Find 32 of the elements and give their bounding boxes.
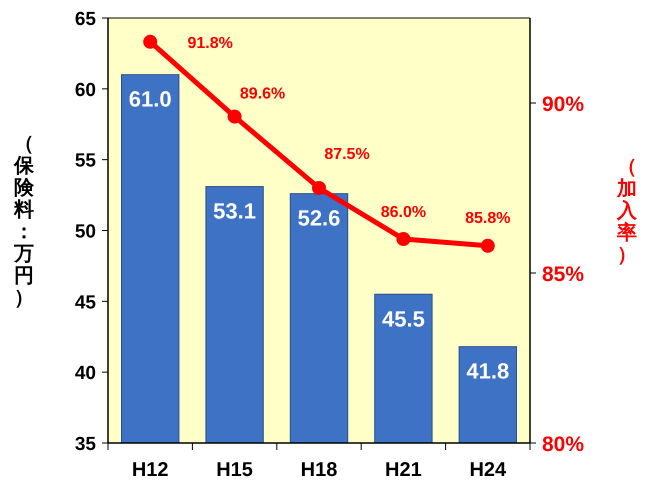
y-tick-label: 35 [74,434,96,455]
y2-tick-label: 85% [542,263,584,286]
y-tick-label: 55 [74,150,96,172]
x-tick-label: H21 [385,459,422,481]
x-tick-label: H24 [469,459,508,481]
data-label: 89.6% [240,86,286,103]
data-label: 52.6 [298,206,340,231]
y-tick-label: 50 [74,222,96,242]
point [480,238,495,253]
y2-tick-label: 90% [542,93,584,116]
y2-tick-label: 80% [542,433,584,456]
point [143,34,158,49]
point [228,110,242,124]
y-tick-label: 45 [74,292,96,314]
data-label: 41.8 [466,358,510,384]
data-label: 45.5 [382,306,425,332]
point [312,181,326,195]
y-tick-label: 40 [74,363,96,384]
data-label: 61.0 [128,86,172,112]
y-axis-title: （保険料：万円） [13,133,35,309]
data-label: 85.8% [465,210,510,227]
x-tick-label: H18 [300,459,338,481]
y-tick-label: 65 [74,9,96,30]
x-tick-label: H15 [216,459,253,481]
x-tick-label: H12 [132,459,169,481]
data-label: 91.8% [188,34,233,52]
data-label: 87.5% [324,146,370,163]
point [396,232,410,246]
data-label: 53.1 [213,198,256,224]
y-tick-label: 60 [74,80,96,101]
y2-axis-title: （加入率） [616,156,638,266]
data-label: 86.0% [380,204,426,221]
